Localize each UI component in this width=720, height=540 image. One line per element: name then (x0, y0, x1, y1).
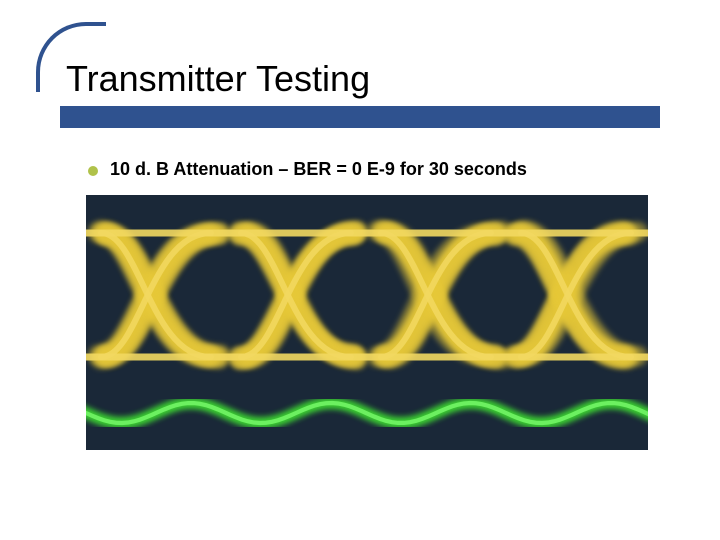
caption-text: 10 d. B Attenuation – BER = 0 E-9 for 30… (110, 159, 527, 180)
title-underline-bar (60, 106, 660, 128)
eye-diagram (86, 195, 648, 450)
bullet-icon (88, 166, 98, 176)
page-title: Transmitter Testing (66, 58, 370, 100)
